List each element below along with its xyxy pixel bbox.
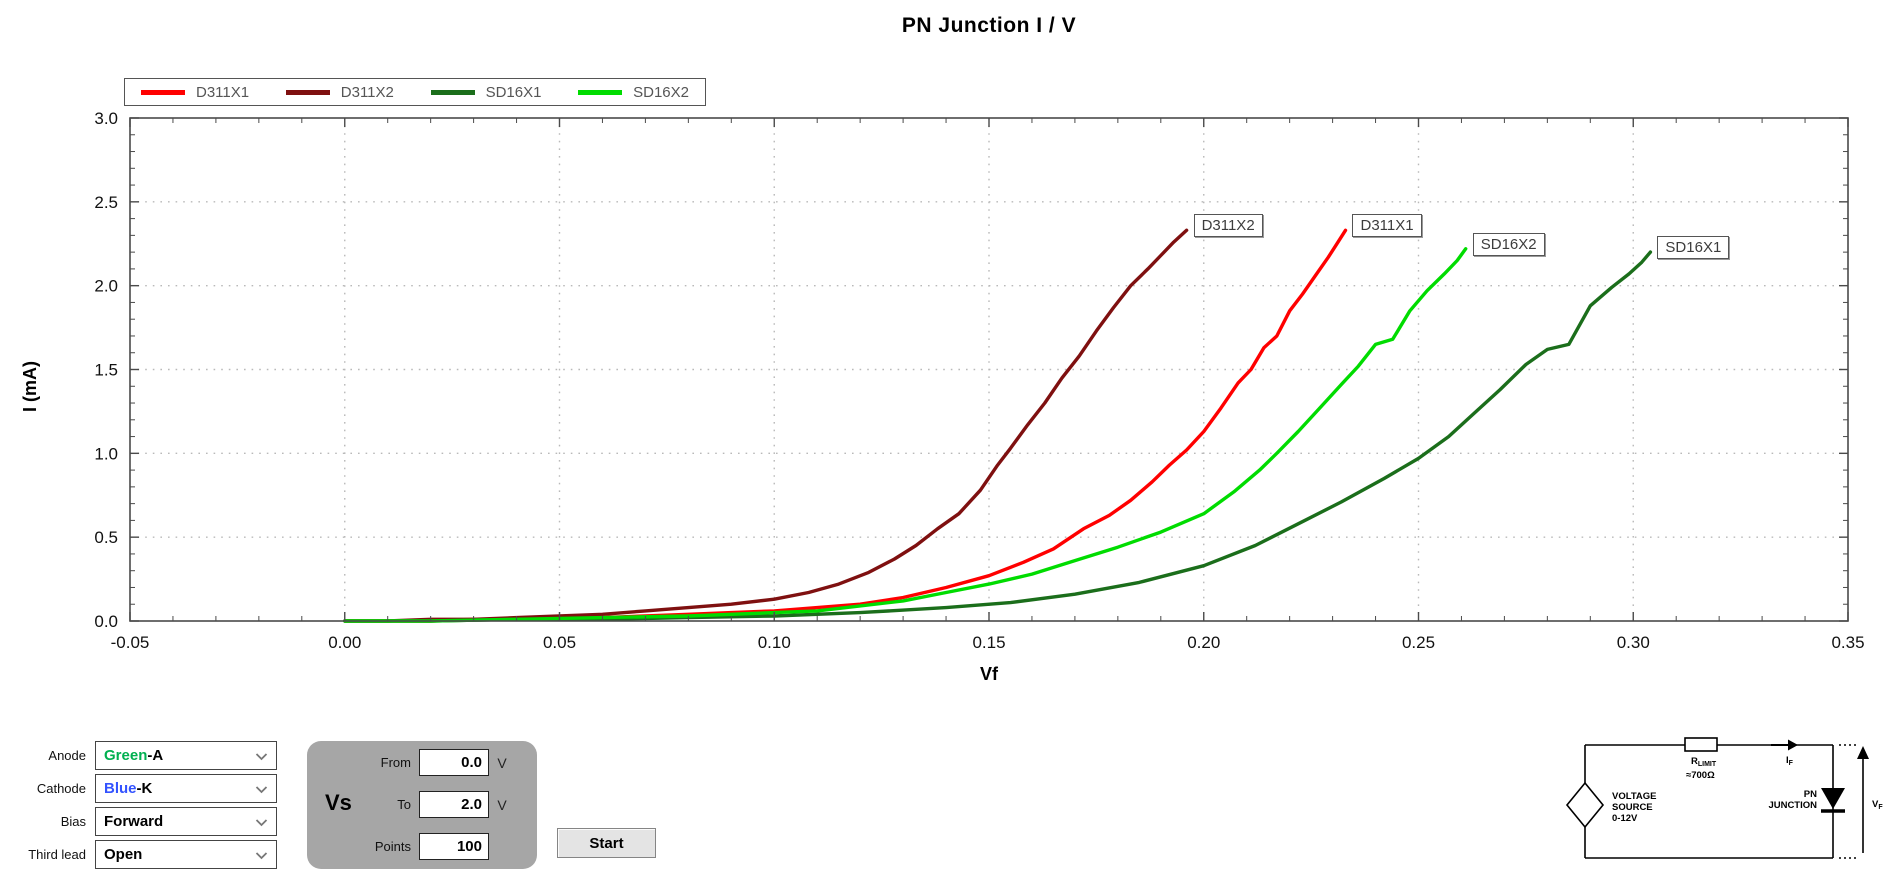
legend-item: SD16X2 [578,84,689,101]
chevron-down-icon [255,819,268,827]
anode-value: Green [104,747,148,764]
x-tick-label: 0.05 [543,633,576,652]
x-axis-label: Vf [980,664,998,684]
svg-text:JUNCTION: JUNCTION [1768,800,1817,811]
curve-end-label-sd16x1: SD16X1 [1657,236,1730,260]
y-tick-label: 0.5 [94,528,118,547]
bias-select[interactable]: Forward [95,807,277,836]
current-arrow-icon [1771,739,1798,751]
vs-sweep-panel: Vs From V To V Points [307,741,537,869]
voltage-source-symbol [1565,781,1605,829]
y-tick-label: 3.0 [94,109,118,128]
third-lead-select[interactable]: Open [95,840,277,869]
bias-label: Bias [60,814,86,829]
from-input[interactable] [419,749,489,776]
to-unit: V [497,796,507,813]
cathode-value: Blue [104,780,137,797]
svg-text:0-12V: 0-12V [1612,813,1638,824]
y-tick-label: 1.5 [94,361,118,380]
legend-label: SD16X1 [485,83,542,101]
x-tick-label: 0.30 [1617,633,1650,652]
svg-text:SOURCE: SOURCE [1612,802,1653,813]
chevron-down-icon [255,753,268,761]
x-tick-label: 0.15 [972,633,1005,652]
points-input[interactable] [419,833,489,860]
series-line-d311x2 [343,228,1189,623]
anode-label: Anode [48,748,86,763]
legend-item: D311X1 [141,84,249,101]
to-row: To V [359,791,510,818]
curve-end-label-d311x1: D311X1 [1352,214,1422,238]
series-line-sd16x2 [343,247,1468,623]
from-unit: V [497,754,507,771]
chart-legend: D311X1 D311X2 SD16X1 SD16X2 [124,78,706,106]
anode-value-suffix: -A [147,747,164,764]
chevron-down-icon [255,786,268,794]
x-tick-label: 0.00 [328,633,361,652]
to-input[interactable] [419,791,489,818]
from-label: From [380,755,411,770]
x-tick-label: 0.20 [1187,633,1220,652]
cathode-label: Cathode [36,781,86,796]
y-tick-label: 2.5 [94,193,118,212]
iv-plot: -0.05 0.00 0.05 0.10 0.15 0.20 0.25 0.30 0.35 0.0… [94,109,1864,652]
legend-swatch-sd16x2 [578,89,623,95]
anode-select[interactable]: Green -A [95,741,277,770]
resistor-symbol [1684,737,1718,752]
vs-panel-title: Vs [325,790,352,815]
legend-label: D311X2 [340,83,394,101]
series-line-d311x1 [343,228,1348,623]
lead-settings-group: Anode Green -A Cathode Blue -K Bias Forwar… [0,741,277,873]
points-row: Points [359,833,510,860]
legend-item: SD16X1 [430,83,542,101]
x-tick-label: 0.10 [758,633,791,652]
cathode-value-suffix: -K [136,780,153,797]
anode-row: Anode Green -A [0,741,277,770]
series-line-sd16x1 [343,250,1653,623]
third-lead-label: Third lead [28,847,86,862]
x-tick-label: 0.35 [1831,633,1864,652]
cathode-select[interactable]: Blue -K [95,774,277,803]
resistor-value: ≈700Ω [1686,770,1715,781]
diode-symbol [1821,788,1845,813]
resistor-label: RLIMIT [1691,756,1717,768]
curve-end-label-d311x2: D311X2 [1193,214,1263,238]
legend-swatch-d311x1 [141,89,185,95]
diode-label: PN [1804,789,1817,800]
y-tick-label: 2.0 [94,277,118,296]
third-lead-value: Open [104,846,143,863]
legend-swatch-d311x2 [285,89,330,95]
circuit-diagram: VOLTAGE SOURCE 0-12V RLIMIT ≈700Ω IF PN … [1565,737,1883,859]
third-lead-row: Third lead Open [0,840,277,869]
points-label: Points [374,839,411,854]
legend-item: D311X2 [285,83,394,101]
to-label: To [397,797,411,812]
start-button[interactable]: Start [557,828,656,858]
bias-row: Bias Forward [0,807,277,836]
x-tick-label: -0.05 [111,633,150,652]
y-axis-label: I (mA) [20,361,40,412]
bias-value: Forward [104,813,164,830]
curve-end-label-sd16x2: SD16X2 [1472,232,1545,256]
legend-label: D311X1 [196,83,250,101]
from-row: From V [359,749,510,776]
chevron-down-icon [255,852,268,860]
cathode-row: Cathode Blue -K [0,774,277,803]
y-tick-label: 1.0 [94,444,118,463]
legend-swatch-sd16x1 [430,89,475,95]
y-tick-label: 0.0 [94,612,118,631]
vf-arrow-icon [1839,744,1869,859]
x-tick-label: 0.25 [1402,633,1435,652]
current-label: IF [1786,755,1794,767]
chart-title: PN Junction I / V [901,14,1077,37]
legend-label: SD16X2 [633,83,689,101]
voltage-source-label: VOLTAGE [1612,791,1657,802]
vf-label: VF [1872,799,1883,811]
